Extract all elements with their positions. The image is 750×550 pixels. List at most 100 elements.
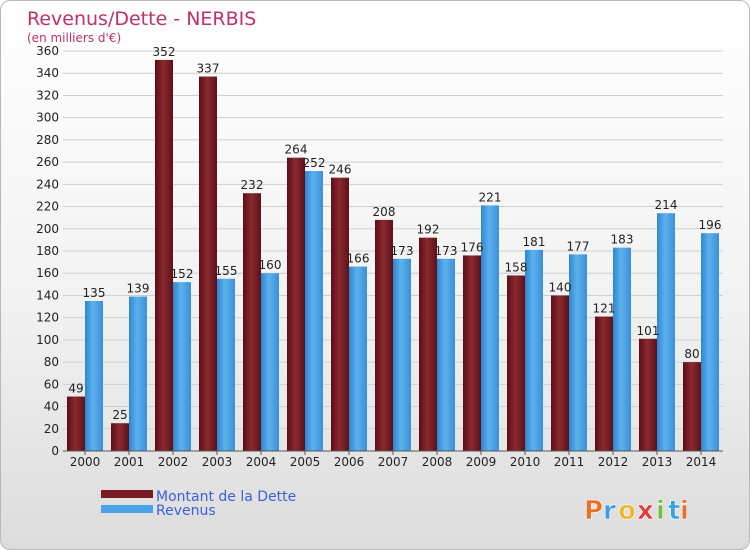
y-tick-label: 320 [36, 88, 59, 102]
legend-swatch-revenus [101, 505, 153, 513]
chart-subtitle: (en milliers d'€) [27, 31, 121, 45]
y-tick-label: 240 [36, 177, 59, 191]
y-tick-label: 280 [36, 133, 59, 147]
value-label-revenus: 196 [699, 218, 722, 232]
value-label-debt: 158 [505, 260, 528, 274]
bar-debt [243, 193, 261, 451]
value-label-revenus: 177 [567, 239, 590, 253]
x-tick-label: 2003 [202, 455, 233, 469]
bar-debt [287, 157, 305, 451]
legend-item-revenus: Revenus [101, 503, 216, 519]
x-tick-label: 2010 [510, 455, 541, 469]
value-label-debt: 80 [684, 347, 699, 361]
y-tick-label: 0 [51, 444, 59, 458]
value-label-debt: 192 [417, 223, 440, 237]
bar-revenus [613, 247, 631, 451]
value-label-revenus: 173 [435, 244, 458, 258]
bar-debt [419, 237, 437, 451]
x-tick-label: 2013 [642, 455, 673, 469]
bar-revenus [261, 273, 279, 451]
y-tick-label: 180 [36, 244, 59, 258]
legend-label-debt: Montant de la Dette [156, 489, 296, 505]
y-tick-label: 220 [36, 200, 59, 214]
y-tick-label: 200 [36, 222, 59, 236]
x-tick-label: 2007 [378, 455, 409, 469]
legend-swatch-debt [101, 490, 153, 498]
logo-letter: t [668, 496, 680, 526]
value-label-revenus: 252 [303, 156, 326, 170]
value-label-revenus: 166 [347, 252, 370, 266]
value-label-revenus: 135 [83, 286, 106, 300]
logo-letter: r [603, 496, 616, 526]
y-tick-label: 40 [44, 400, 59, 414]
x-tick-label: 2008 [422, 455, 453, 469]
value-label-debt: 246 [329, 163, 352, 177]
x-tick-label: 2009 [466, 455, 497, 469]
chart-title: Revenus/Dette - NERBIS [27, 8, 256, 30]
value-label-revenus: 214 [655, 198, 678, 212]
bar-debt [683, 362, 701, 451]
value-label-revenus: 160 [259, 258, 282, 272]
bar-revenus [349, 266, 367, 451]
bar-debt [199, 76, 217, 452]
value-label-revenus: 155 [215, 264, 238, 278]
y-tick-label: 340 [36, 66, 59, 80]
y-tick-label: 260 [36, 155, 59, 169]
bar-revenus [437, 258, 455, 451]
logo-letter: x [637, 496, 654, 526]
legend-label-revenus: Revenus [156, 503, 216, 519]
bar-revenus [129, 296, 147, 451]
value-label-debt: 176 [461, 240, 484, 254]
bar-debt [463, 255, 481, 451]
logo-letter: o [618, 496, 636, 526]
logo-letter: i [680, 496, 689, 526]
bar-debt [67, 396, 85, 451]
value-label-revenus: 173 [391, 244, 414, 258]
bar-debt [507, 275, 525, 451]
bar-revenus [217, 278, 235, 451]
y-tick-label: 140 [36, 288, 59, 302]
logo-letter: i [656, 496, 665, 526]
value-label-debt: 208 [373, 205, 396, 219]
y-tick-label: 300 [36, 111, 59, 125]
y-tick-label: 360 [36, 44, 59, 58]
x-tick-label: 2004 [246, 455, 277, 469]
bar-revenus [85, 301, 103, 451]
bar-revenus [305, 171, 323, 451]
legend: Montant de la Dette Revenus [101, 489, 296, 519]
x-tick-label: 2005 [290, 455, 321, 469]
x-tick-label: 2001 [114, 455, 145, 469]
value-label-revenus: 221 [479, 190, 502, 204]
bar-debt [639, 338, 657, 451]
value-label-debt: 49 [68, 382, 83, 396]
x-tick-label: 2000 [70, 455, 101, 469]
value-label-debt: 264 [285, 143, 308, 157]
y-tick-label: 80 [44, 355, 59, 369]
value-label-revenus: 181 [523, 235, 546, 249]
y-tick-label: 100 [36, 333, 59, 347]
bar-debt [331, 177, 349, 451]
bar-revenus [569, 254, 587, 451]
value-label-debt: 101 [637, 324, 660, 338]
bar-revenus [525, 249, 543, 451]
bars [67, 59, 719, 452]
y-tick-label: 160 [36, 266, 59, 280]
y-tick-label: 120 [36, 311, 59, 325]
value-label-debt: 232 [241, 178, 264, 192]
x-tick-label: 2006 [334, 455, 365, 469]
value-label-debt: 352 [153, 45, 176, 59]
bar-debt [551, 295, 569, 451]
value-label-debt: 121 [593, 302, 616, 316]
bar-revenus [701, 233, 719, 451]
bar-debt [155, 59, 173, 452]
x-tick-label: 2014 [686, 455, 717, 469]
value-label-revenus: 183 [611, 233, 634, 247]
bar-debt [375, 219, 393, 451]
value-label-debt: 140 [549, 280, 572, 294]
logo-letter: P [584, 496, 603, 526]
value-label-debt: 337 [197, 62, 220, 76]
bar-revenus [481, 205, 499, 451]
